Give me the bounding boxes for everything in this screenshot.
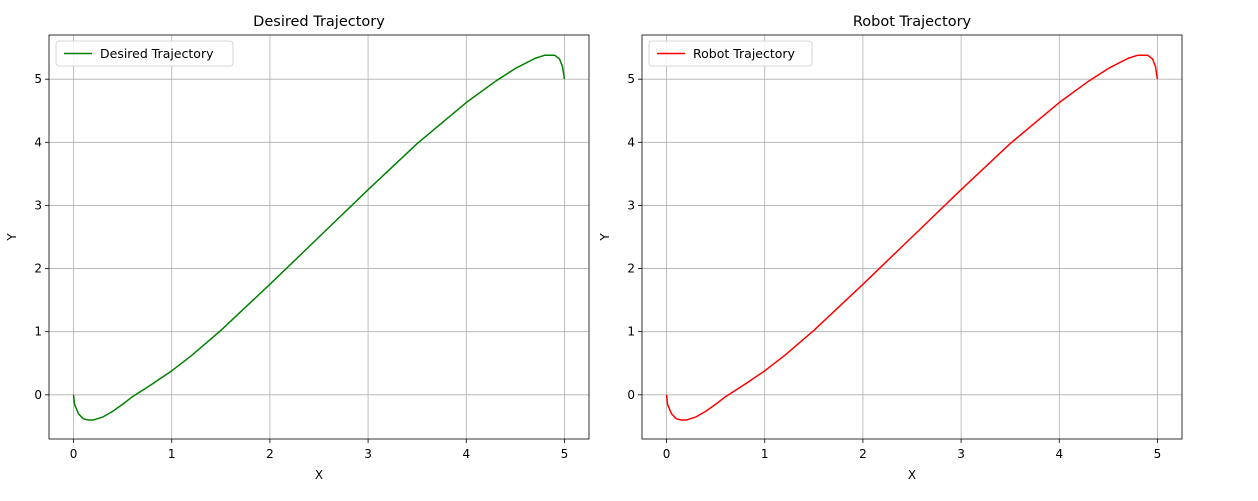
chart-title: Desired Trajectory bbox=[253, 14, 385, 30]
y-tick-label: 5 bbox=[627, 72, 635, 86]
y-tick-label: 1 bbox=[34, 325, 42, 339]
x-tick-label: 5 bbox=[1154, 447, 1162, 461]
legend-label: Robot Trajectory bbox=[693, 46, 796, 61]
y-axis-label: Y bbox=[5, 233, 19, 242]
y-tick-label: 2 bbox=[34, 262, 42, 276]
chart-panel-0: 0 1 2 3 4 5 0 1 2 3 4 5 Desired Trajectory X Y Desired … bbox=[5, 14, 590, 482]
series-line bbox=[665, 54, 1159, 421]
axes-frame bbox=[641, 34, 1183, 440]
legend: Desired Trajectory bbox=[55, 40, 234, 67]
x-tick-label: 4 bbox=[1055, 447, 1063, 461]
series-line bbox=[72, 54, 566, 421]
y-tick-label: 1 bbox=[627, 325, 635, 339]
chart-panel-1: 0 1 2 3 4 5 0 1 2 3 4 5 Robot Trajectory X Y Robot Traj… bbox=[598, 14, 1183, 482]
legend: Robot Trajectory bbox=[648, 40, 813, 67]
x-tick-label: 3 bbox=[364, 447, 372, 461]
legend-label: Desired Trajectory bbox=[100, 46, 214, 61]
y-tick-label: 5 bbox=[34, 72, 42, 86]
x-tick-label: 5 bbox=[561, 447, 569, 461]
x-tick-label: 0 bbox=[70, 447, 78, 461]
y-tick-label: 3 bbox=[34, 198, 42, 212]
y-axis-label: Y bbox=[598, 233, 612, 242]
y-tick-label: 0 bbox=[34, 388, 42, 402]
x-tick-label: 4 bbox=[462, 447, 470, 461]
x-axis-label: X bbox=[315, 468, 323, 482]
x-tick-label: 1 bbox=[761, 447, 769, 461]
x-tick-label: 3 bbox=[957, 447, 965, 461]
y-tick-label: 0 bbox=[627, 388, 635, 402]
x-tick-label: 2 bbox=[859, 447, 867, 461]
y-tick-label: 3 bbox=[627, 198, 635, 212]
x-tick-label: 0 bbox=[663, 447, 671, 461]
x-axis-label: X bbox=[908, 468, 916, 482]
axes-frame bbox=[48, 34, 590, 440]
chart-title: Robot Trajectory bbox=[853, 14, 972, 30]
y-tick-label: 2 bbox=[627, 262, 635, 276]
x-tick-label: 1 bbox=[168, 447, 176, 461]
y-tick-label: 4 bbox=[627, 135, 635, 149]
y-tick-label: 4 bbox=[34, 135, 42, 149]
legend-box bbox=[648, 40, 813, 67]
legend-box bbox=[55, 40, 234, 67]
x-tick-label: 2 bbox=[266, 447, 274, 461]
